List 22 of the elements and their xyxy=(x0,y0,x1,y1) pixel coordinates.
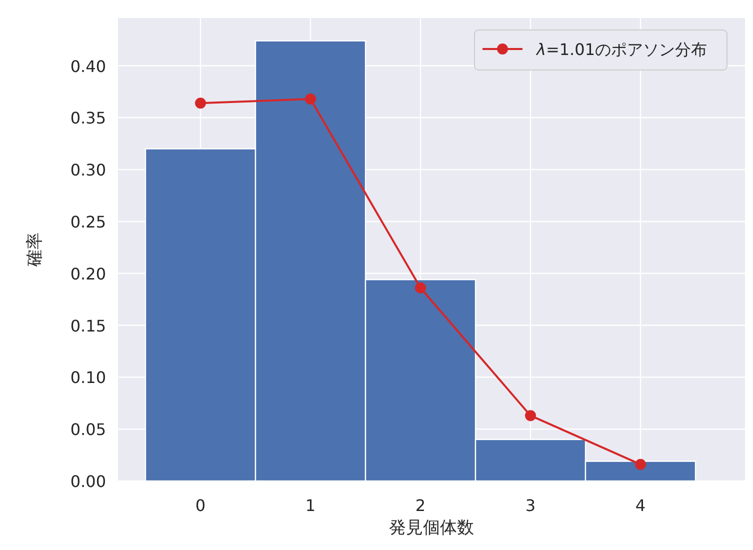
point xyxy=(305,93,316,104)
y-tick-label: 0.35 xyxy=(70,108,106,128)
y-tick-label: 0.10 xyxy=(70,368,106,387)
x-tick-label: 1 xyxy=(305,496,316,515)
point xyxy=(635,458,646,470)
y-axis-title: 確率 xyxy=(25,232,45,268)
x-tick-label: 0 xyxy=(195,496,206,515)
y-tick-label: 0.00 xyxy=(70,472,106,490)
x-axis-title: 発見個体数 xyxy=(389,518,474,538)
y-tick-label: 0.40 xyxy=(70,56,106,76)
y-tick-label: 0.25 xyxy=(70,212,106,231)
x-tick-label: 2 xyxy=(415,496,426,515)
point xyxy=(195,98,206,109)
y-tick-label: 0.20 xyxy=(70,264,106,283)
y-tick-label: 0.15 xyxy=(70,316,106,335)
legend-label: λ=1.01のポアソン分布 xyxy=(536,40,707,58)
y-tick-label: 0.30 xyxy=(70,160,106,180)
point xyxy=(415,282,426,294)
point xyxy=(525,410,536,422)
x-tick-label: 3 xyxy=(525,496,536,515)
y-tick-label: 0.05 xyxy=(70,420,106,439)
x-tick-label: 4 xyxy=(635,496,646,515)
